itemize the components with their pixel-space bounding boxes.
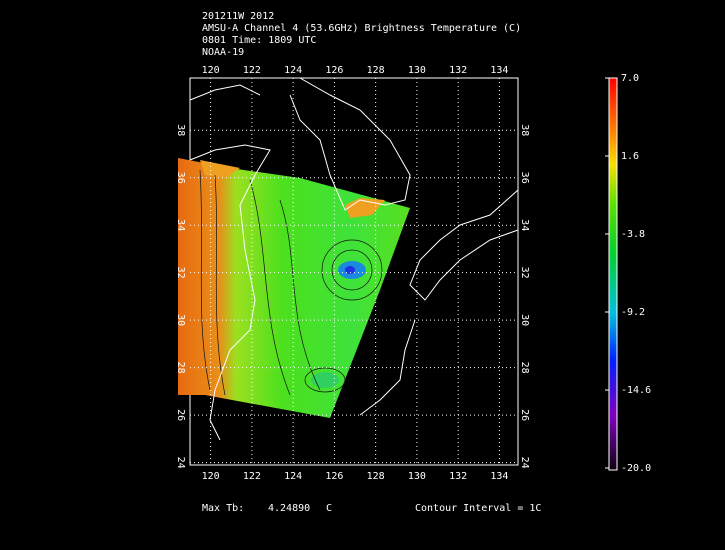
contours <box>199 169 383 396</box>
lon-tick-label: 124 <box>284 471 302 482</box>
lat-tick-label: 34 <box>519 219 530 231</box>
max-tb-label: Max Tb: <box>202 503 244 514</box>
lon-tick-label: 134 <box>490 65 508 76</box>
lat-tick-label: 36 <box>519 172 530 184</box>
lon-tick-label: 126 <box>325 65 343 76</box>
lat-tick-label: 30 <box>519 314 530 326</box>
footer: Max Tb: 4.24890 C Contour Interval = 1C <box>202 503 541 514</box>
lon-tick-label: 122 <box>243 471 261 482</box>
lon-tick-label: 124 <box>284 65 302 76</box>
max-tb-value: 4.24890 <box>268 503 310 514</box>
colorbar-label: 1.6 <box>621 151 639 162</box>
lon-tick-label: 126 <box>325 471 343 482</box>
lon-tick-label: 134 <box>490 471 508 482</box>
header-line: 201211W 2012 <box>202 11 274 22</box>
colorbar-label: -14.6 <box>621 385 651 396</box>
lat-tick-label: 24 <box>175 457 186 469</box>
colorbar-label: -9.2 <box>621 307 645 318</box>
warm-patch <box>200 160 240 178</box>
lat-tick-label: 24 <box>519 457 530 469</box>
lat-tick-label: 32 <box>519 267 530 279</box>
lon-tick-label: 130 <box>408 65 426 76</box>
colorbar-label: 7.0 <box>621 73 639 84</box>
coastlines <box>189 77 519 441</box>
lon-tick-label: 132 <box>449 471 467 482</box>
max-tb-unit: C <box>326 503 332 514</box>
lat-tick-label: 30 <box>175 314 186 326</box>
cool-area <box>311 372 339 388</box>
lat-tick-label: 32 <box>175 267 186 279</box>
header-line: NOAA-19 <box>202 47 244 58</box>
lon-tick-label: 130 <box>408 471 426 482</box>
lon-tick-label: 122 <box>243 65 261 76</box>
lat-tick-label: 26 <box>519 409 530 421</box>
lat-tick-label: 38 <box>519 124 530 136</box>
colorbar-label: -3.8 <box>621 229 645 240</box>
lon-tick-label: 120 <box>202 65 220 76</box>
lat-tick-label: 28 <box>519 362 530 374</box>
header-line: 0801 Time: 1809 UTC <box>202 35 316 46</box>
lon-tick-label: 128 <box>367 471 385 482</box>
lon-tick-label: 120 <box>202 471 220 482</box>
lat-tick-label: 28 <box>175 362 186 374</box>
lon-tick-label: 128 <box>367 65 385 76</box>
header-line: AMSU-A Channel 4 (53.6GHz) Brightness Te… <box>202 23 521 34</box>
lon-tick-label: 132 <box>449 65 467 76</box>
lat-tick-label: 36 <box>175 172 186 184</box>
lat-tick-label: 26 <box>175 409 186 421</box>
lat-tick-label: 34 <box>175 219 186 231</box>
colorbar <box>608 77 618 471</box>
cold-core <box>345 266 355 274</box>
colorbar-label: -20.0 <box>621 463 651 474</box>
contour-interval: Contour Interval = 1C <box>415 503 541 514</box>
lat-tick-label: 38 <box>175 124 186 136</box>
